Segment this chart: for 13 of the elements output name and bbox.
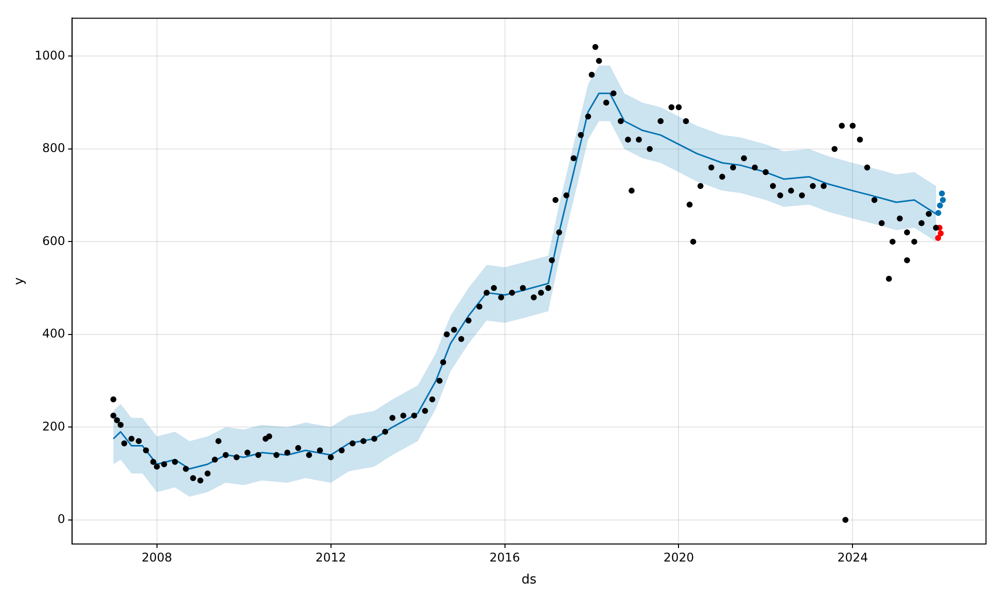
- y-axis-title: y: [12, 276, 28, 285]
- y-tick-label: 800: [42, 141, 66, 156]
- y-tick-label: 200: [42, 419, 66, 434]
- x-tick-label: 2012: [316, 550, 346, 564]
- y-tick-label: 1000: [34, 48, 66, 62]
- x-axis-title: ds: [522, 572, 537, 588]
- x-tick-label: 2008: [142, 550, 172, 564]
- x-tick-label: 2020: [663, 550, 694, 564]
- y-tick-label: 0: [58, 512, 66, 526]
- x-tick-label: 2024: [837, 550, 868, 564]
- x-tick-label: 2016: [489, 550, 520, 564]
- y-tick-label: 400: [42, 326, 66, 341]
- y-tick-label: 600: [42, 234, 66, 248]
